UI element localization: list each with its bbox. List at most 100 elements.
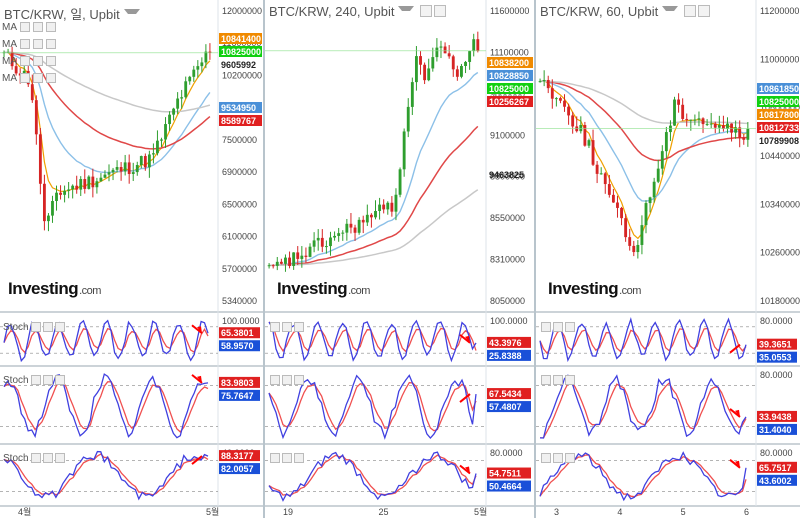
eye-icon[interactable] <box>30 453 41 464</box>
close-icon[interactable] <box>565 375 575 386</box>
chevron-down-icon[interactable] <box>662 6 679 19</box>
close-icon[interactable] <box>565 453 575 464</box>
stoch-controls-2[interactable] <box>539 375 575 386</box>
candle-body <box>730 123 733 133</box>
stoch-d-line <box>268 381 477 432</box>
price-tag-bg <box>487 83 533 94</box>
ma-legend-2[interactable]: MA <box>2 39 56 50</box>
close-icon[interactable] <box>54 453 65 464</box>
chart-canvas-240[interactable]: 1160000011100000980000091000008800000855… <box>265 0 534 518</box>
candle-body <box>673 99 676 126</box>
eye-icon[interactable] <box>30 322 41 333</box>
eye-icon[interactable] <box>20 22 30 33</box>
candle-body <box>14 66 18 74</box>
gear-icon[interactable] <box>698 5 711 18</box>
candle-body <box>705 123 709 125</box>
eye-icon[interactable] <box>541 322 551 333</box>
candle-body <box>455 69 459 77</box>
stoch-legend-3[interactable]: Stoch <box>3 453 65 464</box>
chevron-down-icon[interactable] <box>398 6 415 19</box>
stoch-legend-2[interactable]: Stoch <box>3 375 65 386</box>
gear-icon[interactable] <box>282 375 292 386</box>
eye-icon[interactable] <box>20 56 30 67</box>
chart-canvas-daily[interactable]: 1200000011600000102000008100000750000069… <box>0 0 263 518</box>
gear-icon[interactable] <box>42 322 53 333</box>
gear-icon[interactable] <box>33 22 43 33</box>
panel-divider[interactable] <box>263 0 265 518</box>
gear-icon[interactable] <box>42 453 53 464</box>
close-icon[interactable] <box>294 453 304 464</box>
close-icon[interactable] <box>46 56 56 67</box>
gear-icon[interactable] <box>33 56 43 67</box>
candle-body <box>709 123 713 125</box>
panel-title-text: BTC/KRW, 60, Upbit <box>540 4 659 19</box>
stoch-k-value: 65.3801 <box>221 328 254 338</box>
gear-icon[interactable] <box>282 322 292 333</box>
ma-legend-3[interactable]: MA <box>2 56 56 67</box>
stoch-k-tag-bg <box>219 376 260 388</box>
eye-icon[interactable] <box>30 375 41 386</box>
gear-icon[interactable] <box>434 5 447 18</box>
eye-icon[interactable] <box>20 39 30 50</box>
eye-icon[interactable] <box>541 375 551 386</box>
candle-body <box>267 265 271 267</box>
chart-canvas-60[interactable]: 11200000 11000000 10600000 10440000 10340000… <box>536 0 800 518</box>
eye-icon[interactable] <box>684 5 697 18</box>
gear-icon[interactable] <box>553 375 563 386</box>
price-tag-bg <box>487 57 533 68</box>
close-icon[interactable] <box>46 22 56 33</box>
candle-body <box>308 246 312 257</box>
eye-icon[interactable] <box>541 453 551 464</box>
price-tag-label: 8589767 <box>221 116 256 126</box>
gear-icon[interactable] <box>33 39 43 50</box>
price-tag-label: 9534950 <box>221 103 256 113</box>
price-tag-label: 10812733 <box>759 123 799 133</box>
price-tag-bg <box>219 46 262 57</box>
candle-body <box>71 185 75 190</box>
price-tag-label: 10825000 <box>489 84 529 94</box>
eye-icon[interactable] <box>20 73 30 84</box>
close-icon[interactable] <box>294 375 304 386</box>
chevron-down-icon[interactable] <box>123 9 140 22</box>
candle-body <box>292 252 296 266</box>
stoch-controls-3[interactable] <box>539 453 575 464</box>
eye-icon[interactable] <box>270 453 280 464</box>
candle-body <box>398 169 402 195</box>
ma-legend-4[interactable]: MA <box>2 73 56 84</box>
candle-body <box>542 79 546 82</box>
candle-body <box>204 51 208 63</box>
stoch-controls-2[interactable] <box>268 375 304 386</box>
moving-average-line <box>269 189 479 267</box>
stoch-controls-3[interactable] <box>268 453 304 464</box>
eye-icon[interactable] <box>420 5 433 18</box>
stoch-controls-1[interactable] <box>268 322 304 333</box>
gear-icon[interactable] <box>282 453 292 464</box>
trend-arrow-head <box>465 466 470 474</box>
eye-icon[interactable] <box>270 322 280 333</box>
moving-average-line <box>269 125 479 267</box>
x-axis-label: 5 <box>681 507 686 517</box>
close-icon[interactable] <box>54 322 65 333</box>
close-icon[interactable] <box>46 73 56 84</box>
x-axis-label: 25 <box>379 507 389 517</box>
stoch-tick-label: 80.0000 <box>760 370 793 380</box>
gear-icon[interactable] <box>553 453 563 464</box>
stoch-k-value: 33.9438 <box>759 412 792 422</box>
eye-icon[interactable] <box>270 375 280 386</box>
chart-panel-240[interactable]: 1160000011100000980000091000008800000855… <box>265 0 534 518</box>
ma-legend-1[interactable]: MA <box>2 22 56 33</box>
gear-icon[interactable] <box>553 322 563 333</box>
panel-divider[interactable] <box>534 0 536 518</box>
candle-body <box>563 100 566 107</box>
gear-icon[interactable] <box>33 73 43 84</box>
close-icon[interactable] <box>565 322 575 333</box>
close-icon[interactable] <box>294 322 304 333</box>
close-icon[interactable] <box>54 375 65 386</box>
stoch-controls-1[interactable] <box>539 322 575 333</box>
stoch-legend-1[interactable]: Stoch <box>3 322 65 333</box>
gear-icon[interactable] <box>42 375 53 386</box>
chart-panel-60[interactable]: 11200000 11000000 10600000 10440000 10340000… <box>536 0 800 518</box>
chart-panel-daily[interactable]: 1200000011600000102000008100000750000069… <box>0 0 263 518</box>
close-icon[interactable] <box>46 39 56 50</box>
candle-body <box>87 176 91 189</box>
